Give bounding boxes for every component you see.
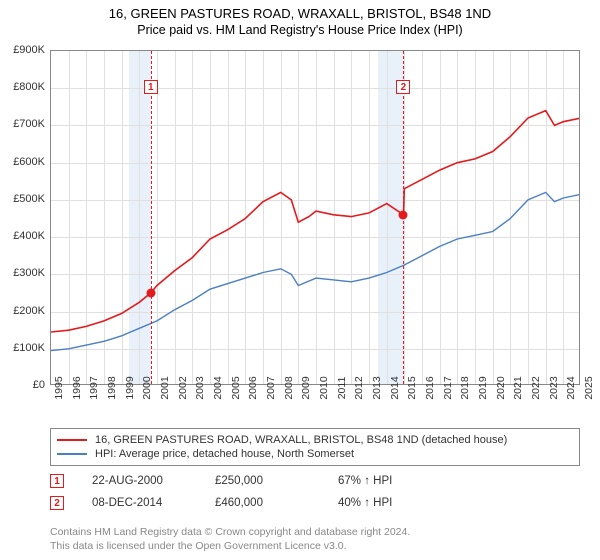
xtick-label: 2014: [389, 376, 401, 399]
marker-dot: [146, 288, 155, 297]
xtick-label: 2011: [336, 377, 348, 400]
footer-line-1: Contains HM Land Registry data © Crown c…: [50, 526, 410, 540]
legend-label-hpi: HPI: Average price, detached house, Nort…: [95, 448, 354, 460]
marker-delta-1: 67% ↑ HPI: [338, 475, 433, 487]
xtick-label: 2006: [247, 376, 259, 399]
footer-attribution: Contains HM Land Registry data © Crown c…: [50, 526, 410, 553]
ytick-label: £900K: [13, 44, 45, 56]
ytick-label: £400K: [13, 230, 45, 242]
xtick-label: 2009: [300, 376, 312, 399]
xtick-label: 2001: [159, 376, 171, 399]
xtick-label: 2004: [212, 376, 224, 399]
ytick-label: £600K: [13, 156, 45, 168]
ytick-label: £200K: [13, 305, 45, 317]
xtick-label: 1997: [88, 376, 100, 399]
ytick-label: £800K: [13, 81, 45, 93]
xtick-label: 2023: [548, 376, 560, 399]
xtick-label: 2005: [230, 376, 242, 399]
marker-table: 1 22-AUG-2000 £250,000 67% ↑ HPI 2 08-DE…: [50, 470, 433, 514]
marker-row-1: 1 22-AUG-2000 £250,000 67% ↑ HPI: [50, 470, 433, 492]
series-property: [51, 111, 580, 332]
legend-box: 16, GREEN PASTURES ROAD, WRAXALL, BRISTO…: [50, 428, 580, 466]
xtick-label: 2007: [265, 376, 277, 399]
xtick-label: 1996: [71, 376, 83, 399]
legend-swatch-hpi: [57, 453, 87, 455]
marker-date-1: 22-AUG-2000: [92, 475, 187, 487]
marker-row-2: 2 08-DEC-2014 £460,000 40% ↑ HPI: [50, 492, 433, 514]
footer-line-2: This data is licensed under the Open Gov…: [50, 540, 410, 554]
ytick-label: £0: [33, 379, 45, 391]
marker-label-box: 1: [144, 80, 158, 94]
xtick-label: 2024: [565, 376, 577, 399]
xtick-label: 2015: [406, 376, 418, 399]
title-line-2: Price paid vs. HM Land Registry's House …: [0, 23, 600, 37]
xtick-label: 2016: [424, 376, 436, 399]
xtick-label: 2019: [477, 376, 489, 399]
marker-badge-1: 1: [50, 474, 64, 488]
marker-badge-2: 2: [50, 496, 64, 510]
xtick-label: 2017: [442, 376, 454, 399]
chart-title-block: 16, GREEN PASTURES ROAD, WRAXALL, BRISTO…: [0, 0, 600, 39]
legend-swatch-property: [57, 439, 87, 441]
xtick-label: 1995: [53, 376, 65, 399]
series-hpi: [51, 192, 580, 350]
marker-label-box: 2: [396, 80, 410, 94]
chart-area: £0£100K£200K£300K£400K£500K£600K£700K£80…: [50, 50, 580, 385]
xtick-label: 2010: [318, 376, 330, 399]
title-line-1: 16, GREEN PASTURES ROAD, WRAXALL, BRISTO…: [0, 6, 600, 21]
xtick-label: 2021: [512, 376, 524, 399]
marker-date-2: 08-DEC-2014: [92, 497, 187, 509]
marker-vline: [151, 51, 152, 384]
ytick-label: £100K: [13, 342, 45, 354]
xtick-label: 1998: [106, 376, 118, 399]
legend-label-property: 16, GREEN PASTURES ROAD, WRAXALL, BRISTO…: [95, 434, 507, 446]
xtick-label: 2022: [530, 376, 542, 399]
xtick-label: 2008: [283, 376, 295, 399]
ytick-label: £700K: [13, 118, 45, 130]
legend-item-hpi: HPI: Average price, detached house, Nort…: [57, 447, 573, 461]
marker-delta-2: 40% ↑ HPI: [338, 497, 433, 509]
marker-price-1: £250,000: [215, 475, 310, 487]
xtick-label: 2003: [194, 376, 206, 399]
xtick-label: 2002: [177, 376, 189, 399]
marker-dot: [399, 210, 408, 219]
xtick-label: 2000: [141, 376, 153, 399]
xtick-label: 2013: [371, 376, 383, 399]
xtick-label: 2025: [583, 376, 595, 399]
ytick-label: £300K: [13, 267, 45, 279]
xtick-label: 2018: [459, 376, 471, 399]
xtick-label: 2020: [495, 376, 507, 399]
ytick-label: £500K: [13, 193, 45, 205]
plot-region: 12: [50, 50, 580, 385]
marker-price-2: £460,000: [215, 497, 310, 509]
xtick-label: 1999: [124, 376, 136, 399]
legend-item-property: 16, GREEN PASTURES ROAD, WRAXALL, BRISTO…: [57, 433, 573, 447]
xtick-label: 2012: [353, 376, 365, 399]
